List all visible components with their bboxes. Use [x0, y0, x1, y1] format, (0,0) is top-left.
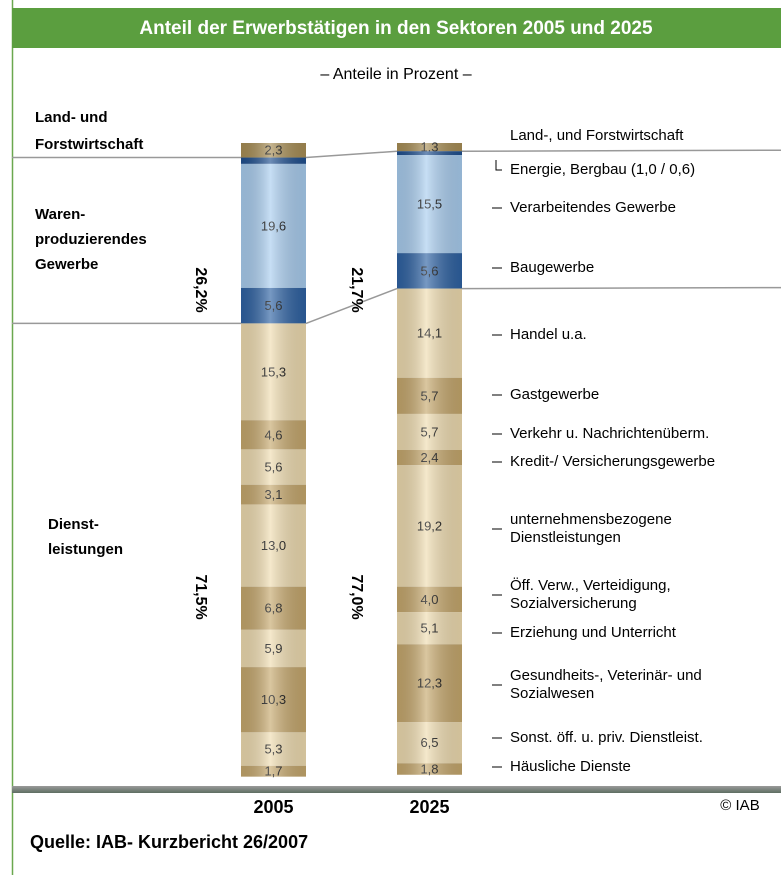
- group-label: 71,5%: [192, 574, 209, 619]
- category-label: Häusliche Dienste: [510, 758, 631, 775]
- category-label: Erziehung und Unterricht: [510, 624, 677, 641]
- copyright: © IAB: [720, 797, 759, 814]
- sector-label: Dienst- leistungen: [48, 516, 123, 558]
- frame: [12, 0, 781, 875]
- x-tick-label: 2005: [253, 797, 293, 817]
- subtitle: – Anteile in Prozent –: [320, 66, 471, 83]
- category-label: unternehmensbezogene Dienstleistungen: [510, 511, 676, 546]
- category-label: Handel u.a.: [510, 326, 587, 343]
- category-label: Gastgewerbe: [510, 386, 599, 403]
- sector-divider: [12, 286, 781, 325]
- leader: [495, 160, 502, 171]
- sector-label: Waren- produzierendes Gewerbe: [35, 206, 151, 273]
- category-label: Energie, Bergbau (1,0 / 0,6): [510, 161, 695, 178]
- sector-divider: [12, 149, 781, 159]
- group-label: 26,2%: [192, 267, 209, 312]
- bar-shine: [241, 143, 306, 777]
- category-label: Land-, und Forstwirtschaft: [510, 127, 684, 144]
- chart-title: Anteil der Erwerbstätigen in den Sektore…: [139, 18, 653, 39]
- group-label: 77,0%: [348, 574, 365, 619]
- category-label: Sonst. öff. u. priv. Dienstleist.: [510, 729, 703, 746]
- category-label: Öff. Verw., Verteidigung, Sozialversiche…: [510, 576, 675, 612]
- category-label: Baugewerbe: [510, 259, 594, 276]
- category-label: Kredit-/ Versicherungsgewerbe: [510, 453, 715, 470]
- sector-label: Land- und Forstwirtschaft: [35, 109, 143, 153]
- bar-shine: [397, 143, 462, 775]
- header-bar: [12, 8, 781, 48]
- category-label: Gesundheits-, Veterinär- und Sozialwesen: [510, 667, 706, 702]
- source: Quelle: IAB- Kurzbericht 26/2007: [30, 832, 308, 852]
- x-tick-label: 2025: [409, 797, 449, 817]
- category-label: Verarbeitendes Gewerbe: [510, 199, 676, 216]
- floor: [12, 786, 781, 793]
- group-label: 21,7%: [348, 267, 365, 312]
- category-label: Verkehr u. Nachrichtenüberm.: [510, 425, 709, 442]
